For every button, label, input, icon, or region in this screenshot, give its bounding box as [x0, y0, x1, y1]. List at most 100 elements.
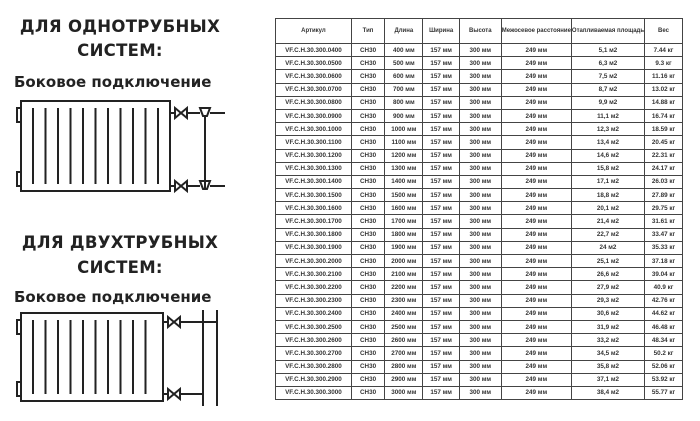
cell-article: VF.C.H.30.300.2500	[275, 319, 352, 335]
cell-type: CH30	[350, 201, 386, 216]
cell-axis-distance: 249 мм	[500, 372, 572, 387]
table-row: VF.C.H.30.300.1500 CH30 1500 мм 157 мм 300 м…	[275, 188, 683, 203]
cell-type: CH30	[350, 333, 386, 348]
cell-width: 157 мм	[422, 359, 460, 374]
two-pipe-title-line1: ДЛЯ ДВУХТРУБНЫХ	[21, 233, 219, 252]
one-pipe-radiator-diagram	[16, 100, 225, 194]
cell-height: 300 мм	[458, 372, 502, 387]
cell-article: VF.C.H.30.300.0800	[275, 95, 352, 110]
cell-length: 2700 мм	[384, 346, 424, 361]
cell-axis-distance: 249 мм	[500, 95, 572, 110]
cell-type: CH30	[350, 227, 386, 242]
cell-height: 300 мм	[458, 122, 502, 137]
cell-height: 300 мм	[458, 267, 502, 282]
cell-article: VF.C.H.30.300.1400	[275, 174, 352, 190]
cell-article: VF.C.H.30.300.1300	[275, 161, 352, 176]
cell-article: VF.C.H.30.300.1700	[275, 214, 352, 229]
cell-axis-distance: 249 мм	[500, 333, 572, 348]
cell-height: 300 мм	[458, 82, 502, 97]
cell-weight: 13.02 кг	[644, 82, 683, 97]
table-row: VF.C.H.30.300.2700 CH30 2700 мм 157 мм 300 м…	[275, 346, 683, 361]
cell-width: 157 мм	[422, 227, 460, 242]
one-pipe-subtitle: Боковое подключение	[14, 73, 212, 91]
cell-axis-distance: 249 мм	[500, 148, 572, 163]
cell-type: CH30	[350, 293, 386, 308]
cell-length: 800 мм	[384, 95, 424, 110]
cell-axis-distance: 249 мм	[500, 69, 572, 84]
cell-length: 700 мм	[384, 82, 424, 97]
cell-axis-distance: 249 мм	[500, 201, 572, 216]
cell-width: 157 мм	[422, 174, 460, 190]
cell-weight: 14.88 кг	[644, 95, 683, 110]
cell-height: 300 мм	[458, 174, 502, 190]
cell-type: CH30	[350, 174, 386, 190]
cell-heated-area: 12,3 м2	[570, 122, 646, 137]
table-row: VF.C.H.30.300.3000 CH30 3000 мм 157 мм 300 м…	[275, 385, 683, 401]
cell-width: 157 мм	[422, 95, 460, 110]
cell-weight: 24.17 кг	[644, 161, 683, 176]
cell-axis-distance: 249 мм	[500, 359, 572, 374]
cell-weight: 55.77 кг	[644, 385, 683, 401]
cell-type: CH30	[350, 122, 386, 137]
header-height: Высота	[458, 18, 502, 44]
header-axis-distance: Межосевое расстояние	[500, 18, 572, 44]
cell-length: 2600 мм	[384, 333, 424, 348]
cell-length: 1300 мм	[384, 161, 424, 176]
cell-heated-area: 20,1 м2	[570, 201, 646, 216]
cell-type: CH30	[350, 56, 386, 71]
cell-type: CH30	[350, 319, 386, 335]
cell-weight: 39.04 кг	[644, 267, 683, 282]
radiator-spec-table: Артикул Тип Длина Ширина Высота Межосевое рас…	[275, 18, 683, 401]
cell-heated-area: 22,7 м2	[570, 227, 646, 242]
table-header-row: Артикул Тип Длина Ширина Высота Межосевое рас…	[275, 18, 683, 44]
cell-height: 300 мм	[458, 69, 502, 84]
cell-axis-distance: 249 мм	[500, 280, 572, 295]
cell-article: VF.C.H.30.300.2600	[275, 333, 352, 348]
two-pipe-radiator-diagram	[16, 310, 218, 406]
cell-heated-area: 11,1 м2	[570, 108, 646, 124]
cell-height: 300 мм	[458, 240, 502, 256]
cell-height: 300 мм	[458, 227, 502, 242]
cell-weight: 46.48 кг	[644, 319, 683, 335]
table-row: VF.C.H.30.300.2000 CH30 2000 мм 157 мм 300 м…	[275, 253, 683, 269]
cell-width: 157 мм	[422, 108, 460, 124]
cell-type: CH30	[350, 108, 386, 124]
table-row: VF.C.H.30.300.1000 CH30 1000 мм 157 мм 300 м…	[275, 122, 683, 137]
table-row: VF.C.H.30.300.2300 CH30 2300 мм 157 мм 300 м…	[275, 293, 683, 308]
cell-type: CH30	[350, 82, 386, 97]
header-type: Тип	[350, 18, 386, 44]
cell-width: 157 мм	[422, 240, 460, 256]
cell-axis-distance: 249 мм	[500, 306, 572, 321]
table-row: VF.C.H.30.300.2100 CH30 2100 мм 157 мм 300 м…	[275, 267, 683, 282]
cell-type: CH30	[350, 240, 386, 256]
cell-height: 300 мм	[458, 135, 502, 150]
table-row: VF.C.H.30.300.1900 CH30 1900 мм 157 мм 300 м…	[275, 240, 683, 256]
cell-heated-area: 37,1 м2	[570, 372, 646, 387]
cell-axis-distance: 249 мм	[500, 227, 572, 242]
cell-article: VF.C.H.30.300.1200	[275, 148, 352, 163]
cell-height: 300 мм	[458, 333, 502, 348]
cell-weight: 9.3 кг	[644, 56, 683, 71]
cell-width: 157 мм	[422, 306, 460, 321]
cell-weight: 22.31 кг	[644, 148, 683, 163]
cell-type: CH30	[350, 214, 386, 229]
table-row: VF.C.H.30.300.0500 CH30 500 мм 157 мм 300 мм…	[275, 56, 683, 71]
cell-width: 157 мм	[422, 319, 460, 335]
cell-type: CH30	[350, 95, 386, 110]
cell-article: VF.C.H.30.300.0400	[275, 42, 352, 58]
cell-length: 2200 мм	[384, 280, 424, 295]
cell-article: VF.C.H.30.300.0700	[275, 82, 352, 97]
cell-weight: 20.45 кг	[644, 135, 683, 150]
cell-weight: 33.47 кг	[644, 227, 683, 242]
cell-axis-distance: 249 мм	[500, 293, 572, 308]
table-row: VF.C.H.30.300.0800 CH30 800 мм 157 мм 300 мм…	[275, 95, 683, 110]
cell-axis-distance: 249 мм	[500, 174, 572, 190]
cell-width: 157 мм	[422, 82, 460, 97]
cell-width: 157 мм	[422, 253, 460, 269]
cell-height: 300 мм	[458, 306, 502, 321]
cell-axis-distance: 249 мм	[500, 56, 572, 71]
cell-length: 3000 мм	[384, 385, 424, 401]
cell-length: 400 мм	[384, 42, 424, 58]
table-row: VF.C.H.30.300.0600 CH30 600 мм 157 мм 300 мм…	[275, 69, 683, 84]
cell-axis-distance: 249 мм	[500, 240, 572, 256]
